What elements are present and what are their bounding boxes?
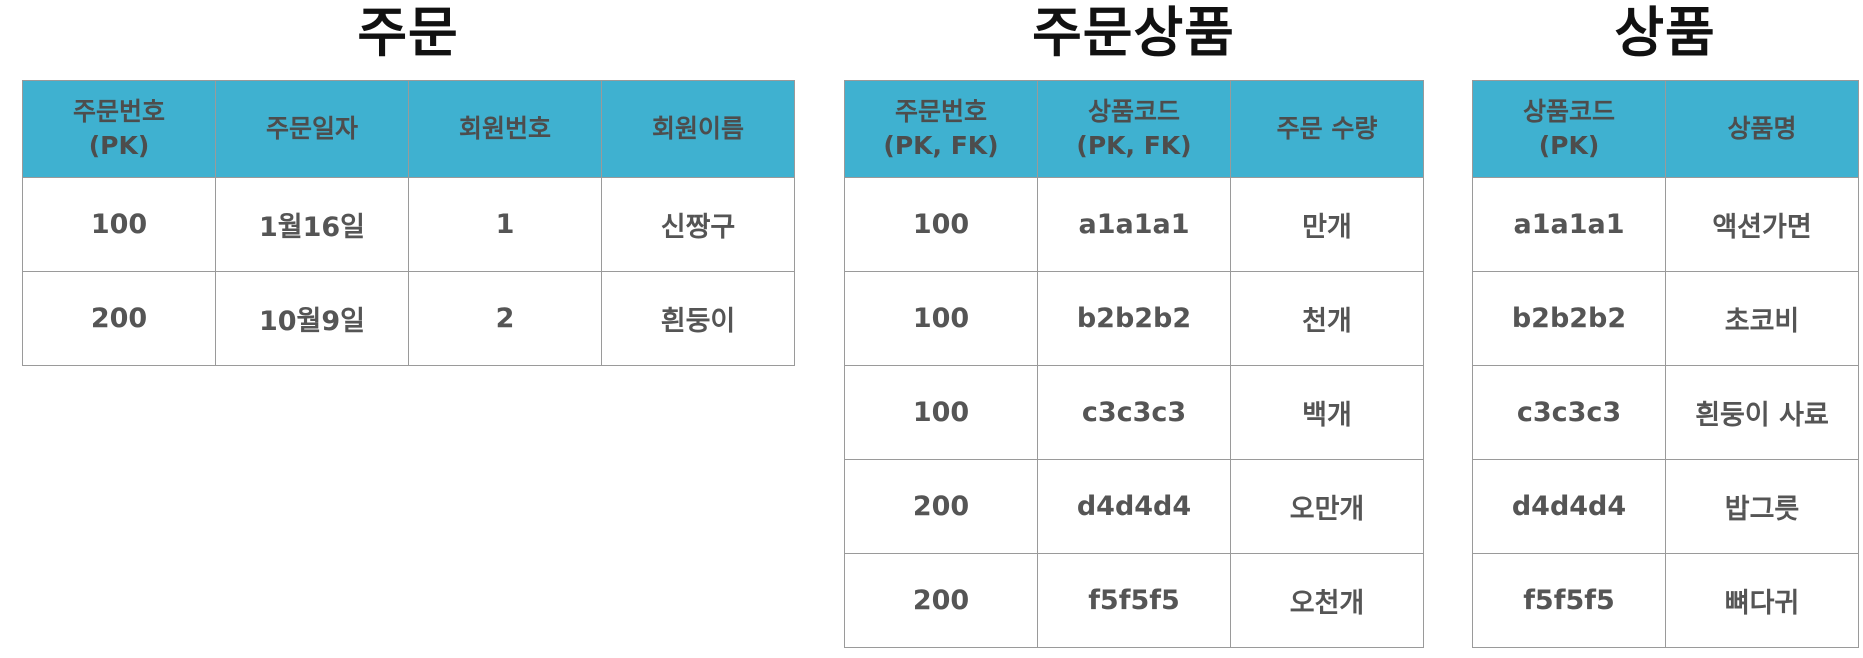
product-table: 상품코드 (PK) 상품명 a1a1a1 액션가면 b2b2b2 초코비 c3c3…: [1472, 80, 1859, 648]
table-cell: 백개: [1230, 365, 1424, 460]
table-cell: f5f5f5: [1472, 553, 1666, 648]
table-cell: a1a1a1: [1037, 177, 1231, 272]
table-cell: 오천개: [1230, 553, 1424, 648]
table-cell: c3c3c3: [1472, 365, 1666, 460]
table-row: a1a1a1 액션가면: [1472, 177, 1859, 272]
header-product-code: 상품코드 (PK, FK): [1037, 80, 1231, 178]
table-row: 100 1월16일 1 신짱구: [22, 177, 795, 272]
table-cell: d4d4d4: [1037, 459, 1231, 554]
header-member-number: 회원번호: [408, 80, 602, 178]
header-order-quantity: 주문 수량: [1230, 80, 1424, 178]
table-cell: 오만개: [1230, 459, 1424, 554]
table-cell: f5f5f5: [1037, 553, 1231, 648]
table-cell: b2b2b2: [1037, 271, 1231, 366]
header-product-code: 상품코드 (PK): [1472, 80, 1666, 178]
table-cell: 밥그릇: [1665, 459, 1859, 554]
table-cell: 100: [22, 177, 216, 272]
table-row: 200 d4d4d4 오만개: [844, 459, 1424, 554]
header-order-number: 주문번호 (PK, FK): [844, 80, 1038, 178]
table-cell: 초코비: [1665, 271, 1859, 366]
header-member-name: 회원이름: [601, 80, 795, 178]
table-header-row: 상품코드 (PK) 상품명: [1472, 80, 1859, 178]
table-row: 200 10월9일 2 흰둥이: [22, 271, 795, 366]
table-cell: 신짱구: [601, 177, 795, 272]
table-cell: 천개: [1230, 271, 1424, 366]
table-row: 200 f5f5f5 오천개: [844, 553, 1424, 648]
table-row: 100 a1a1a1 만개: [844, 177, 1424, 272]
table-cell: 액션가면: [1665, 177, 1859, 272]
order-product-table-title: 주문상품: [1032, 1, 1235, 64]
table-cell: c3c3c3: [1037, 365, 1231, 460]
header-order-date: 주문일자: [215, 80, 409, 178]
order-product-table: 주문번호 (PK, FK) 상품코드 (PK, FK) 주문 수량 100 a1a1…: [844, 80, 1424, 648]
table-row: b2b2b2 초코비: [1472, 271, 1859, 366]
table-cell: 만개: [1230, 177, 1424, 272]
table-cell: 100: [844, 365, 1038, 460]
table-cell: 1: [408, 177, 602, 272]
table-cell: 100: [844, 271, 1038, 366]
header-product-name: 상품명: [1665, 80, 1859, 178]
table-header-row: 주문번호 (PK, FK) 상품코드 (PK, FK) 주문 수량: [844, 80, 1424, 178]
table-cell: a1a1a1: [1472, 177, 1666, 272]
table-header-row: 주문번호 (PK) 주문일자 회원번호 회원이름: [22, 80, 795, 178]
table-row: d4d4d4 밥그릇: [1472, 459, 1859, 554]
order-table-title: 주문: [357, 1, 459, 64]
table-row: c3c3c3 흰둥이 사료: [1472, 365, 1859, 460]
table-cell: 100: [844, 177, 1038, 272]
table-cell: 1월16일: [215, 177, 409, 272]
table-cell: 200: [844, 459, 1038, 554]
table-cell: 뼈다귀: [1665, 553, 1859, 648]
table-row: f5f5f5 뼈다귀: [1472, 553, 1859, 648]
product-table-title: 상품: [1614, 1, 1716, 64]
header-order-number: 주문번호 (PK): [22, 80, 216, 178]
table-cell: 2: [408, 271, 602, 366]
table-cell: 10월9일: [215, 271, 409, 366]
table-cell: 흰둥이: [601, 271, 795, 366]
table-cell: 흰둥이 사료: [1665, 365, 1859, 460]
table-cell: 200: [22, 271, 216, 366]
table-cell: 200: [844, 553, 1038, 648]
table-row: 100 c3c3c3 백개: [844, 365, 1424, 460]
table-row: 100 b2b2b2 천개: [844, 271, 1424, 366]
table-cell: b2b2b2: [1472, 271, 1666, 366]
order-table: 주문번호 (PK) 주문일자 회원번호 회원이름 100 1월16일 1 신짱구 …: [22, 80, 795, 366]
table-cell: d4d4d4: [1472, 459, 1666, 554]
